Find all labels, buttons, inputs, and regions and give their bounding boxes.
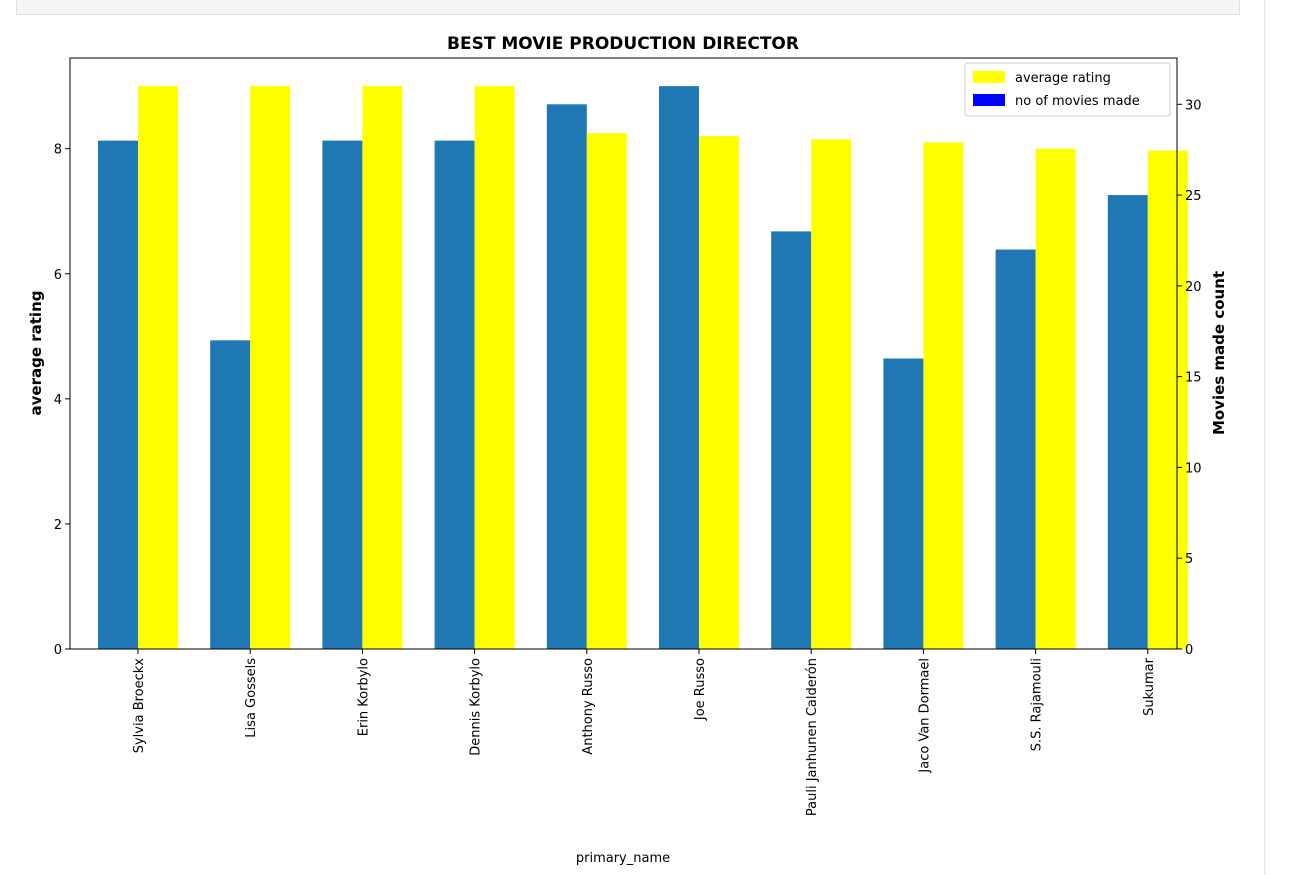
bar-average-rating xyxy=(1035,148,1076,649)
y2-tick-label: 0 xyxy=(1185,643,1193,658)
bar-average-rating xyxy=(138,86,178,649)
y-axis-label: average rating xyxy=(27,291,45,416)
x-tick-label: Joe Russo xyxy=(693,658,708,721)
x-axis-label: primary_name xyxy=(576,851,670,866)
bar-average-rating xyxy=(586,133,627,650)
bar-average-rating xyxy=(1147,150,1188,650)
chart-title: BEST MOVIE PRODUCTION DIRECTOR xyxy=(447,34,799,54)
y2-axis-label: Movies made count xyxy=(1210,271,1228,435)
bar-average-rating xyxy=(362,86,403,649)
x-tick-label: Sylvia Broeckx xyxy=(132,658,147,754)
bar-movies-made xyxy=(434,140,475,649)
notebook-scroll-rail xyxy=(1264,0,1265,875)
y-tick-label: 6 xyxy=(54,268,62,283)
notebook-cell-strip xyxy=(16,0,1240,15)
y-tick-label: 4 xyxy=(54,393,62,408)
y2-tick-label: 15 xyxy=(1185,371,1202,386)
bar-movies-made xyxy=(995,249,1036,650)
x-tick-label: Lisa Gossels xyxy=(244,658,259,738)
legend-label-average-rating: average rating xyxy=(1015,71,1111,86)
x-tick-label: Dennis Korbylo xyxy=(469,658,484,756)
x-tick-label: Jaco Van Dormael xyxy=(917,658,932,774)
y-tick-label: 0 xyxy=(54,643,62,658)
bar-average-rating xyxy=(699,136,739,649)
bar-movies-made xyxy=(210,340,251,649)
legend-swatch-average-rating xyxy=(973,71,1005,83)
y2-tick-label: 30 xyxy=(1185,98,1202,113)
y2-tick-label: 10 xyxy=(1185,461,1202,476)
legend: average rating no of movies made xyxy=(964,62,1171,117)
legend-label-movies-made: no of movies made xyxy=(1015,94,1140,109)
x-tick-label: S.S. Rajamouli xyxy=(1030,658,1045,751)
bar-movies-made xyxy=(98,140,138,649)
x-tick-label: Sukumar xyxy=(1142,657,1157,715)
y2-tick-label: 25 xyxy=(1185,189,1202,204)
x-tick-label: Pauli Janhunen Calderón xyxy=(805,658,820,816)
y-tick-label: 2 xyxy=(54,518,62,533)
bar-average-rating xyxy=(811,139,852,650)
legend-box xyxy=(964,62,1171,117)
y2-tick-label: 5 xyxy=(1185,552,1193,567)
plot-frame xyxy=(69,57,1178,650)
bar-average-rating xyxy=(474,86,515,649)
x-tick-label: Erin Korbylo xyxy=(356,658,371,736)
bar-movies-made xyxy=(659,86,699,649)
y2-tick-label: 20 xyxy=(1185,280,1202,295)
y-tick-label: 8 xyxy=(54,143,62,158)
x-tick-label: Anthony Russo xyxy=(581,658,596,755)
bar-average-rating xyxy=(923,142,964,649)
bar-movies-made xyxy=(1107,195,1148,649)
bar-movies-made xyxy=(771,231,812,650)
bar-movies-made xyxy=(883,358,924,649)
bar-movies-made xyxy=(546,104,587,649)
legend-swatch-movies-made xyxy=(973,94,1005,106)
bar-movies-made xyxy=(322,140,363,649)
bar-average-rating xyxy=(250,86,291,649)
